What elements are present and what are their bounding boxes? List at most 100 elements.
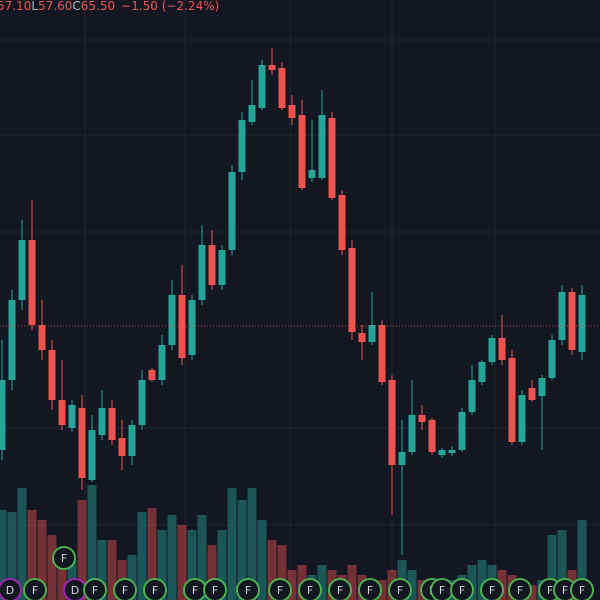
marker-circle [23, 578, 47, 600]
ohlc-header: 57.10L57.60C65.50 −1.50 (−2.24%) [0, 0, 219, 13]
volume-bar [247, 488, 257, 600]
candle-body [68, 405, 76, 428]
marker-circle [52, 546, 76, 570]
candle-layer [0, 48, 586, 555]
candle-body [148, 370, 156, 380]
volume-bar [527, 585, 537, 600]
volume-bar [37, 520, 47, 600]
candle-body [198, 245, 206, 300]
candle-body [178, 295, 186, 358]
marker-circle [83, 578, 107, 600]
marker-label: D [71, 584, 79, 597]
event-marker: F [480, 578, 504, 600]
candle-body [528, 388, 536, 400]
marker-label: F [367, 584, 373, 597]
marker-label: F [397, 584, 403, 597]
volume-bar [7, 512, 17, 600]
candle-body [28, 240, 36, 325]
candle-body [508, 358, 516, 442]
volume-bar [127, 555, 137, 600]
volume-bar [97, 540, 107, 600]
candle-body [548, 340, 556, 378]
marker-circle [113, 578, 137, 600]
volume-bar [157, 530, 167, 600]
candle-body [468, 380, 476, 412]
candle-body [378, 325, 386, 382]
header-text: L [31, 0, 38, 13]
candle-body [328, 118, 336, 198]
candle-body [228, 172, 236, 250]
marker-label: F [122, 584, 128, 597]
volume-bar [277, 545, 287, 600]
volume-bar [0, 510, 7, 600]
marker-circle [203, 578, 227, 600]
volume-bar [147, 508, 157, 600]
marker-label: F [245, 584, 251, 597]
marker-circle [0, 578, 22, 600]
volume-bar [237, 500, 247, 600]
volume-bar [77, 500, 87, 600]
marker-circle [480, 578, 504, 600]
volume-bar [47, 535, 57, 600]
volume-bar [227, 488, 237, 600]
volume-bar [207, 545, 217, 600]
candle-body [498, 338, 506, 360]
candle-body [298, 115, 306, 188]
volume-bar [467, 565, 477, 600]
candle-body [418, 415, 426, 422]
event-marker: F [113, 578, 137, 600]
candle-body [538, 378, 546, 396]
marker-label: F [192, 584, 198, 597]
candle-body [388, 380, 396, 465]
header-text: −1.50 (−2.24%) [121, 0, 219, 13]
volume-bar [347, 565, 357, 600]
candle-body [458, 412, 466, 450]
event-marker: F [508, 578, 532, 600]
marker-label: F [152, 584, 158, 597]
volume-bar [197, 515, 207, 600]
volume-bar [217, 530, 227, 600]
event-marker: F [298, 578, 322, 600]
candle-body [488, 338, 496, 362]
volume-bar [87, 485, 97, 600]
candle-body [348, 248, 356, 332]
volume-bar [477, 560, 487, 600]
candle-body [58, 400, 66, 425]
volume-bar [17, 488, 27, 600]
header-text: 57.10 [0, 0, 31, 13]
header-text: 65.50 [81, 0, 115, 13]
event-marker: F [570, 578, 594, 600]
volume-bar [407, 570, 417, 600]
marker-circle [328, 578, 352, 600]
candle-body [448, 450, 456, 453]
marker-circle [388, 578, 412, 600]
candle-body [248, 105, 256, 122]
candle-body [38, 325, 46, 350]
candle-body [138, 380, 146, 425]
volume-bar [27, 510, 37, 600]
candle-body [258, 65, 266, 108]
volume-bar [57, 550, 67, 600]
marker-circle [268, 578, 292, 600]
event-marker: F [143, 578, 167, 600]
marker-label: F [579, 584, 585, 597]
candle-body [128, 425, 136, 456]
candle-body [558, 292, 566, 340]
marker-label: F [277, 584, 283, 597]
event-marker: F [450, 578, 474, 600]
candle-body [568, 292, 576, 350]
candle-body [278, 68, 286, 108]
candle-body [268, 65, 276, 70]
marker-circle [450, 578, 474, 600]
volume-bar [187, 530, 197, 600]
marker-label: D [6, 584, 14, 597]
volume-bar [317, 565, 327, 600]
event-marker: F [388, 578, 412, 600]
marker-label: F [439, 584, 445, 597]
event-marker: F [358, 578, 382, 600]
marker-label: F [32, 584, 38, 597]
candle-body [98, 408, 106, 435]
event-marker: F [23, 578, 47, 600]
candle-body [238, 120, 246, 172]
